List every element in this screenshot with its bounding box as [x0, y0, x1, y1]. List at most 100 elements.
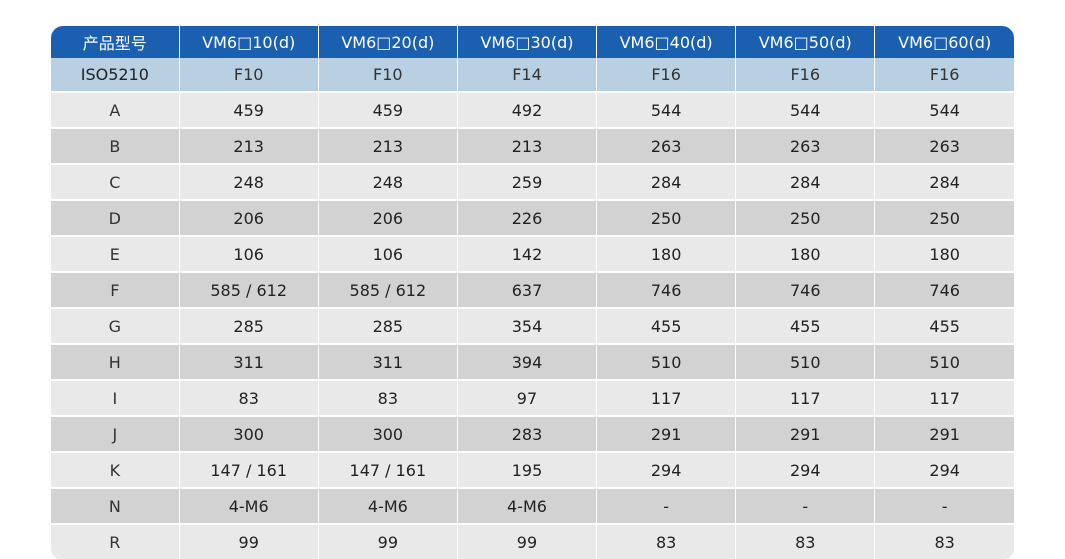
table-cell: 285: [318, 307, 458, 344]
header-col-5: VM6□50(d): [735, 26, 876, 58]
header-col-6: VM6□60(d): [874, 26, 1014, 58]
table-cell: 180: [596, 235, 737, 272]
table-cell: 226: [457, 199, 598, 236]
table-cell: 83: [735, 523, 876, 559]
table-cell: -: [596, 487, 737, 524]
dimension-table: 产品型号 VM6□10(d) VM6□20(d) VM6□30(d) VM6□4…: [51, 26, 1014, 559]
table-cell: 195: [457, 451, 598, 488]
iso-cell: F16: [596, 58, 737, 92]
row-label: F: [51, 271, 180, 308]
table-cell: 117: [874, 379, 1014, 416]
table-cell: -: [874, 487, 1014, 524]
table-cell: 83: [179, 379, 319, 416]
table-cell: 510: [874, 343, 1014, 380]
table-cell: 544: [735, 91, 876, 128]
table-cell: 250: [596, 199, 737, 236]
table-cell: 117: [735, 379, 876, 416]
iso-label: ISO5210: [51, 58, 180, 92]
table-cell: 97: [457, 379, 598, 416]
table-row: E 106 106 142 180 180 180: [51, 235, 1014, 272]
table-cell: 263: [874, 127, 1014, 164]
table-cell: 394: [457, 343, 598, 380]
table-cell: 284: [874, 163, 1014, 200]
table-row: B 213 213 213 263 263 263: [51, 127, 1014, 164]
table-cell: 459: [318, 91, 458, 128]
table-cell: 213: [318, 127, 458, 164]
table-cell: 117: [596, 379, 737, 416]
table-row: I 83 83 97 117 117 117: [51, 379, 1014, 416]
table-cell: 300: [179, 415, 319, 452]
table-cell: 291: [596, 415, 737, 452]
row-label: J: [51, 415, 180, 452]
table-row: R 99 99 99 83 83 83: [51, 523, 1014, 559]
table-cell: 99: [318, 523, 458, 559]
table-cell: 206: [318, 199, 458, 236]
table-cell: 248: [318, 163, 458, 200]
table-cell: 250: [735, 199, 876, 236]
table-body: ISO5210 F10 F10 F14 F16 F16 F16 A 459 459 4…: [51, 58, 1014, 559]
table-cell: 99: [457, 523, 598, 559]
table-cell: 510: [735, 343, 876, 380]
table-cell: 459: [179, 91, 319, 128]
table-cell: 544: [596, 91, 737, 128]
table-cell: 455: [874, 307, 1014, 344]
table-cell: 291: [735, 415, 876, 452]
table-cell: 106: [179, 235, 319, 272]
table-cell: 142: [457, 235, 598, 272]
table-cell: 106: [318, 235, 458, 272]
table-cell: 83: [318, 379, 458, 416]
table-row: G 285 285 354 455 455 455: [51, 307, 1014, 344]
table-cell: 283: [457, 415, 598, 452]
table-cell: 259: [457, 163, 598, 200]
table-row: N 4-M6 4-M6 4-M6- - -: [51, 487, 1014, 524]
row-label: A: [51, 91, 180, 128]
table-cell: 83: [596, 523, 737, 559]
table-cell: 455: [735, 307, 876, 344]
table-cell: 147 / 161: [318, 451, 458, 488]
table-cell: 455: [596, 307, 737, 344]
header-product-model: 产品型号: [51, 26, 180, 58]
table-header: 产品型号 VM6□10(d) VM6□20(d) VM6□30(d) VM6□4…: [51, 26, 1014, 58]
dimension-table-container: 产品型号 VM6□10(d) VM6□20(d) VM6□30(d) VM6□4…: [51, 26, 1014, 559]
table-cell: 585 / 612: [179, 271, 319, 308]
iso-cell: F16: [735, 58, 876, 92]
table-cell: 263: [596, 127, 737, 164]
table-cell: 248: [179, 163, 319, 200]
header-col-2: VM6□20(d): [318, 26, 458, 58]
row-label: C: [51, 163, 180, 200]
table-cell: 284: [596, 163, 737, 200]
table-cell: 99: [179, 523, 319, 559]
row-label: R: [51, 523, 180, 559]
table-cell: 585 / 612: [318, 271, 458, 308]
row-label: E: [51, 235, 180, 272]
table-cell: 311: [318, 343, 458, 380]
table-cell: 311: [179, 343, 319, 380]
table-cell: 213: [457, 127, 598, 164]
table-cell: 285: [179, 307, 319, 344]
row-label: N: [51, 487, 180, 524]
table-cell: 213: [179, 127, 319, 164]
table-cell: 746: [874, 271, 1014, 308]
table-row: K 147 / 161 147 / 161 195 294 294 294: [51, 451, 1014, 488]
table-cell: 294: [874, 451, 1014, 488]
table-cell: 263: [735, 127, 876, 164]
table-cell: 294: [735, 451, 876, 488]
header-col-3: VM6□30(d): [457, 26, 598, 58]
table-row: D 206 206 226 250 250 250: [51, 199, 1014, 236]
iso-cell: F14: [457, 58, 598, 92]
table-cell: 180: [874, 235, 1014, 272]
table-cell: 746: [596, 271, 737, 308]
row-label: K: [51, 451, 180, 488]
table-cell: 300: [318, 415, 458, 452]
row-label: G: [51, 307, 180, 344]
header-col-4: VM6□40(d): [596, 26, 737, 58]
row-label: I: [51, 379, 180, 416]
table-cell: 250: [874, 199, 1014, 236]
row-label: D: [51, 199, 180, 236]
table-cell: 206: [179, 199, 319, 236]
table-cell: 544: [874, 91, 1014, 128]
table-cell: 4-M6: [179, 487, 319, 524]
table-cell: -: [735, 487, 876, 524]
table-row: A 459 459 492 544 544 544: [51, 91, 1014, 128]
table-row: C 248 248 259 284 284 284: [51, 163, 1014, 200]
